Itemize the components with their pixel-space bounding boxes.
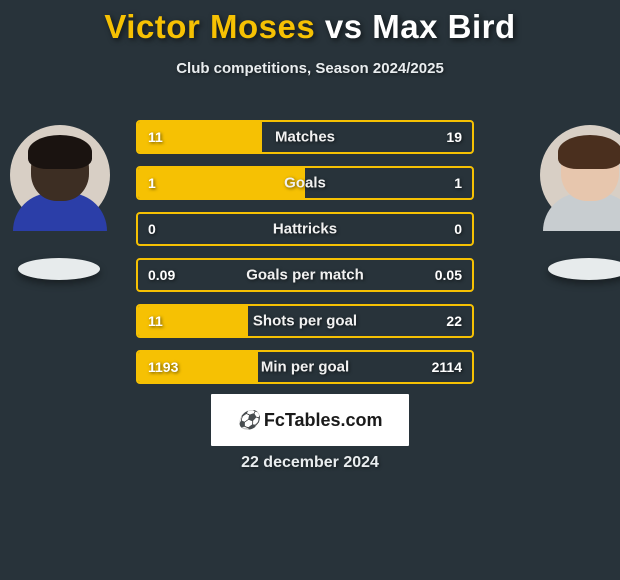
stat-value-right: 1 (454, 175, 462, 191)
subtitle: Club competitions, Season 2024/2025 (0, 60, 620, 77)
footer-date: 22 december 2024 (0, 454, 620, 472)
stat-label: Min per goal (138, 359, 472, 376)
stat-value-right: 2114 (432, 359, 462, 375)
fctables-logo-icon: ⚽ (237, 411, 259, 429)
stat-value-right: 19 (446, 129, 462, 145)
player1-shadow (18, 258, 100, 280)
stat-label: Matches (138, 129, 472, 146)
comparison-title: Victor Moses vs Max Bird (0, 0, 620, 46)
stat-row: 11Matches19 (136, 120, 474, 154)
title-player2: Max Bird (372, 8, 515, 45)
title-player1: Victor Moses (104, 8, 315, 45)
stat-value-right: 0.05 (435, 267, 462, 283)
player2-hair (558, 135, 620, 169)
stat-row: 0Hattricks0 (136, 212, 474, 246)
stat-row: 11Shots per goal22 (136, 304, 474, 338)
stat-row: 1Goals1 (136, 166, 474, 200)
stats-container: 11Matches19 1Goals1 0Hattricks0 0.09Goals p… (136, 120, 474, 396)
player1-hair (28, 135, 92, 169)
stat-label: Goals (138, 175, 472, 192)
stat-row: 0.09Goals per match0.05 (136, 258, 474, 292)
brand-text: FcTables.com (264, 410, 383, 431)
player2-avatar (540, 125, 620, 225)
stat-label: Goals per match (138, 267, 472, 284)
stat-label: Shots per goal (138, 313, 472, 330)
brand-footer: ⚽ FcTables.com (211, 394, 409, 446)
stat-value-right: 0 (454, 221, 462, 237)
stat-row: 1193Min per goal2114 (136, 350, 474, 384)
stat-value-right: 22 (446, 313, 462, 329)
stat-label: Hattricks (138, 221, 472, 238)
title-vs: vs (325, 8, 363, 45)
player1-avatar (10, 125, 110, 225)
player2-shadow (548, 258, 620, 280)
